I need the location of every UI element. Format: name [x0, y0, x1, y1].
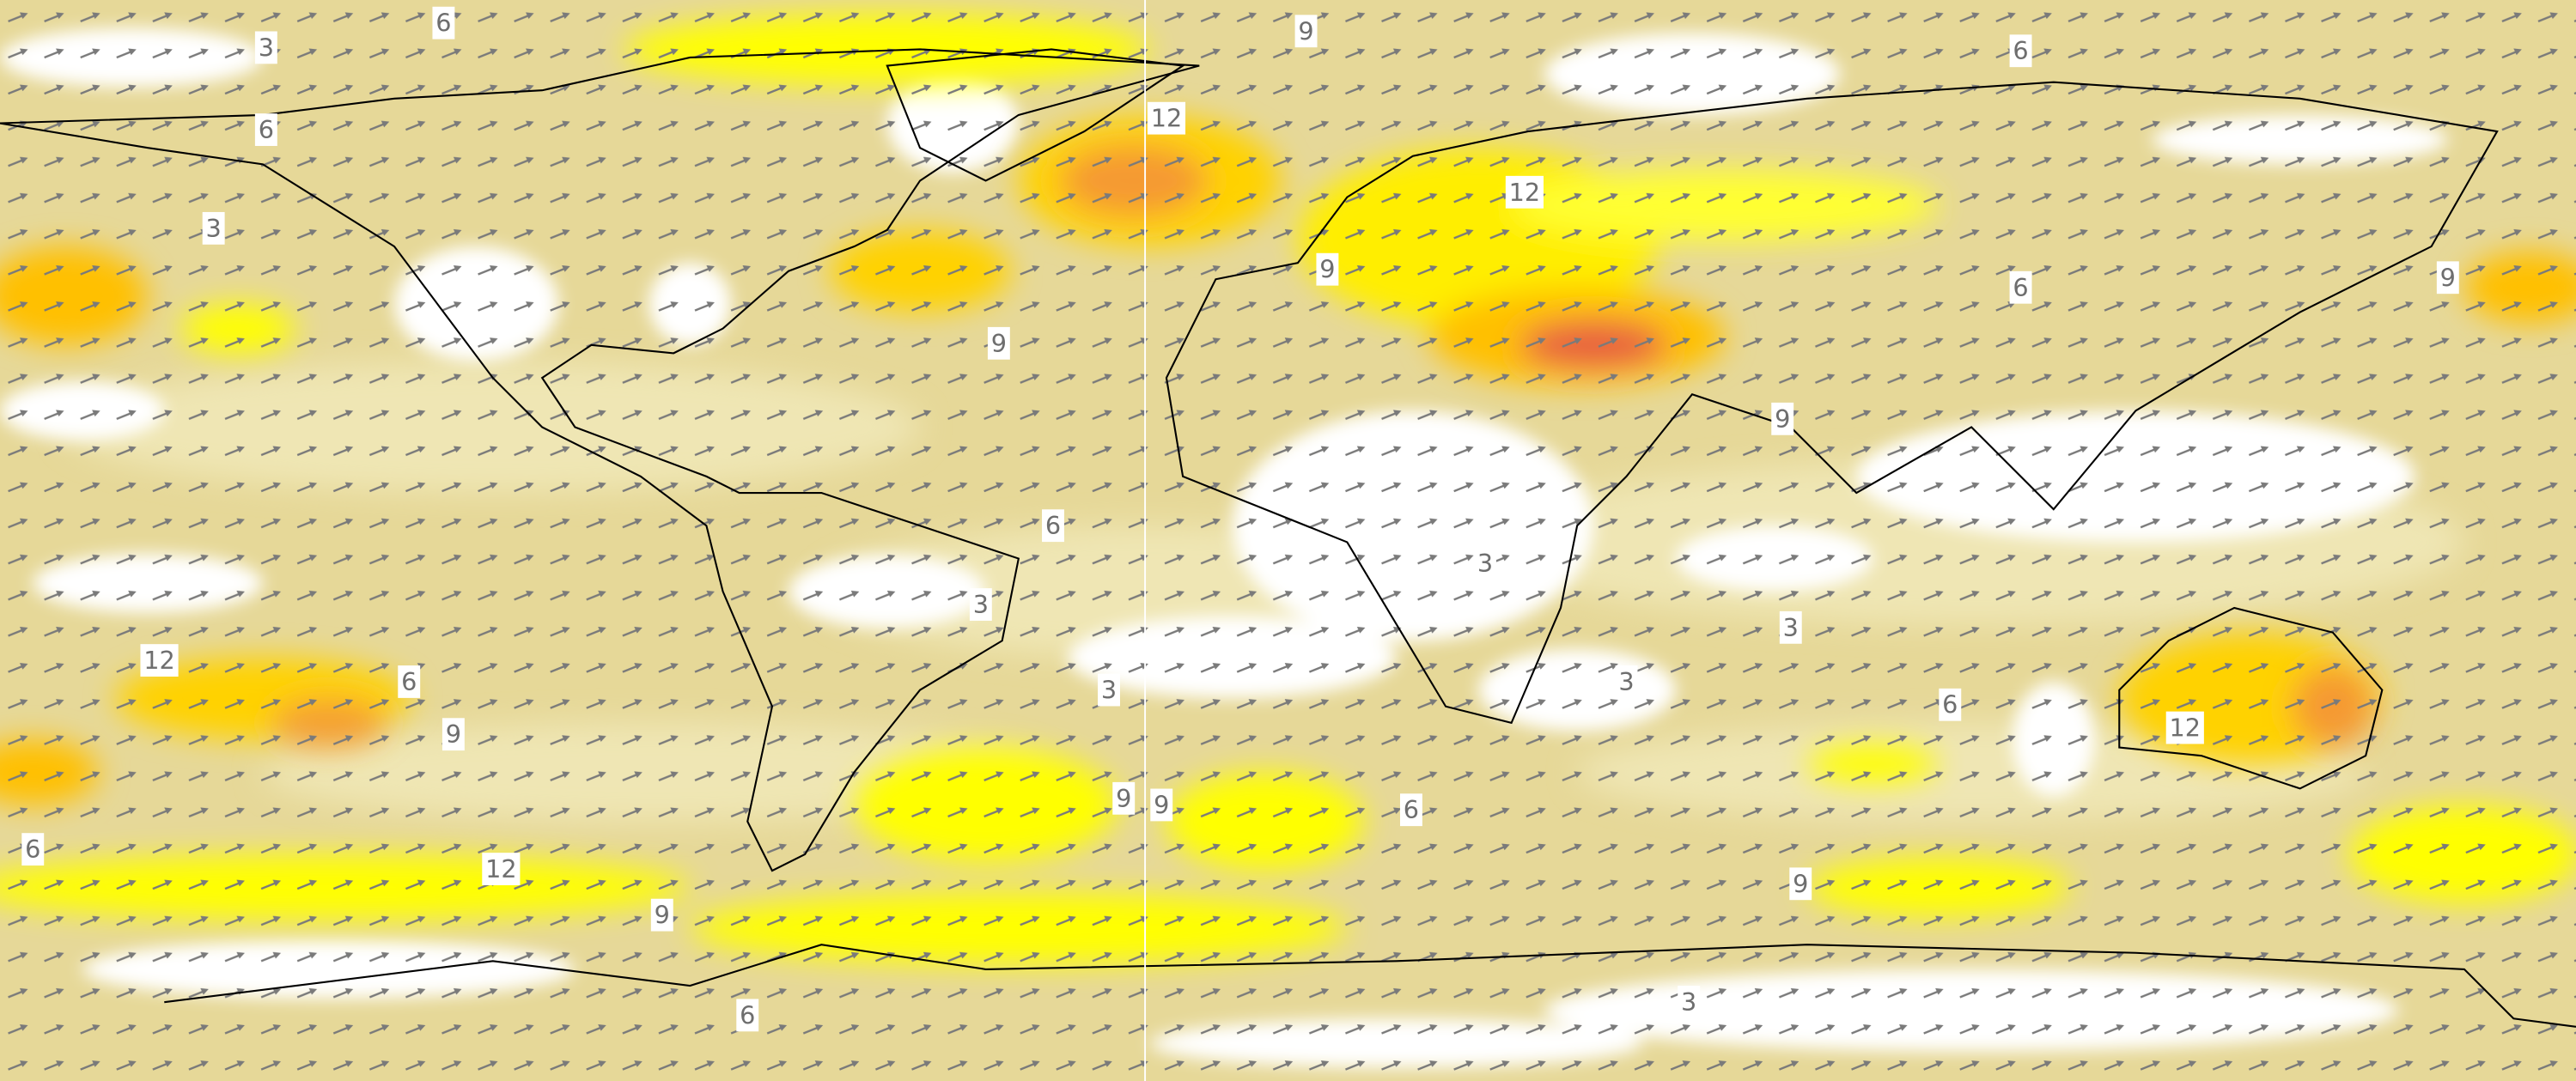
contour-label-box [1399, 793, 1422, 827]
contour-label: 12 [143, 646, 175, 675]
contour-label-box [736, 999, 759, 1032]
contour-label-box [1316, 252, 1339, 286]
contour-label: 6 [259, 115, 274, 144]
contour-label-box [650, 898, 673, 932]
contour-label-box [1147, 101, 1186, 135]
contour-label: 9 [1319, 255, 1335, 284]
contour-label-box [987, 326, 1010, 360]
contour-label-box [2436, 261, 2459, 295]
contour-label-box [1150, 788, 1173, 822]
contour-label-box [442, 718, 465, 751]
contour-label-box [2009, 34, 2032, 68]
contour-label: 9 [655, 901, 670, 930]
contour-label-box [140, 644, 179, 677]
contour-label: 9 [1775, 404, 1790, 434]
contour-label-box [21, 833, 45, 866]
contour-label: 6 [2013, 36, 2028, 65]
contour-label-box [969, 588, 992, 621]
contour-label: 6 [435, 9, 451, 38]
contour-label-box [2009, 270, 2032, 304]
contour-label-box [254, 31, 277, 64]
eurasia-africa-outline [1165, 81, 2499, 725]
contour-label: 9 [1116, 784, 1131, 813]
contour-label-box [1939, 688, 1962, 721]
contour-label-box [254, 113, 277, 146]
contour-label: 3 [206, 214, 222, 243]
contour-label-box [398, 665, 421, 698]
australia-outline [2118, 606, 2384, 790]
contour-label: 12 [1151, 104, 1183, 133]
contour-label: 3 [1681, 987, 1696, 1017]
contour-label: 9 [1154, 790, 1169, 819]
contour-label-box [1098, 673, 1120, 707]
contour-label-box [1294, 15, 1318, 48]
contour-label: 6 [740, 1000, 755, 1029]
contour-label: 9 [991, 329, 1007, 358]
contour-label-box [1779, 610, 1802, 644]
contour-label: 6 [1942, 690, 1958, 720]
contour-label: 6 [1404, 795, 1419, 824]
contour-label-box [1474, 547, 1496, 580]
contour-label: 3 [1783, 613, 1799, 642]
americas-outline [0, 48, 1200, 872]
contour-label-box [1505, 175, 1544, 209]
contour-label: 3 [1101, 676, 1117, 705]
contour-label: 3 [1477, 549, 1493, 578]
contour-label-box [1112, 781, 1136, 815]
contour-label-box [1042, 509, 1064, 543]
contour-label: 9 [446, 720, 461, 749]
contour-label: 3 [973, 590, 989, 619]
contour-label: 12 [1509, 178, 1541, 207]
contour-label-box [1789, 867, 1812, 901]
antarctica-outline [164, 944, 2576, 1028]
contour-label-box [2165, 711, 2204, 744]
contour-label-box [1678, 986, 1701, 1018]
contour-label-box [1615, 665, 1638, 698]
contour-label-box [202, 211, 225, 245]
contour-label-box [1771, 402, 1794, 435]
contour-label: 12 [485, 854, 517, 884]
contour-label: 12 [2170, 714, 2201, 743]
contour-label: 6 [25, 835, 40, 864]
contour-label: 3 [259, 33, 274, 62]
contour-label: 6 [1045, 511, 1061, 540]
contour-label: 6 [401, 667, 417, 696]
contour-label: 9 [1298, 16, 1313, 46]
greenland-outline [886, 48, 1186, 182]
contour-label: 6 [2013, 273, 2028, 302]
contour-label: 3 [1618, 667, 1634, 696]
contour-label: 9 [2440, 263, 2456, 292]
contour-label-box [482, 853, 521, 886]
contour-label-box [432, 6, 455, 39]
contour-label: 9 [1793, 869, 1808, 898]
